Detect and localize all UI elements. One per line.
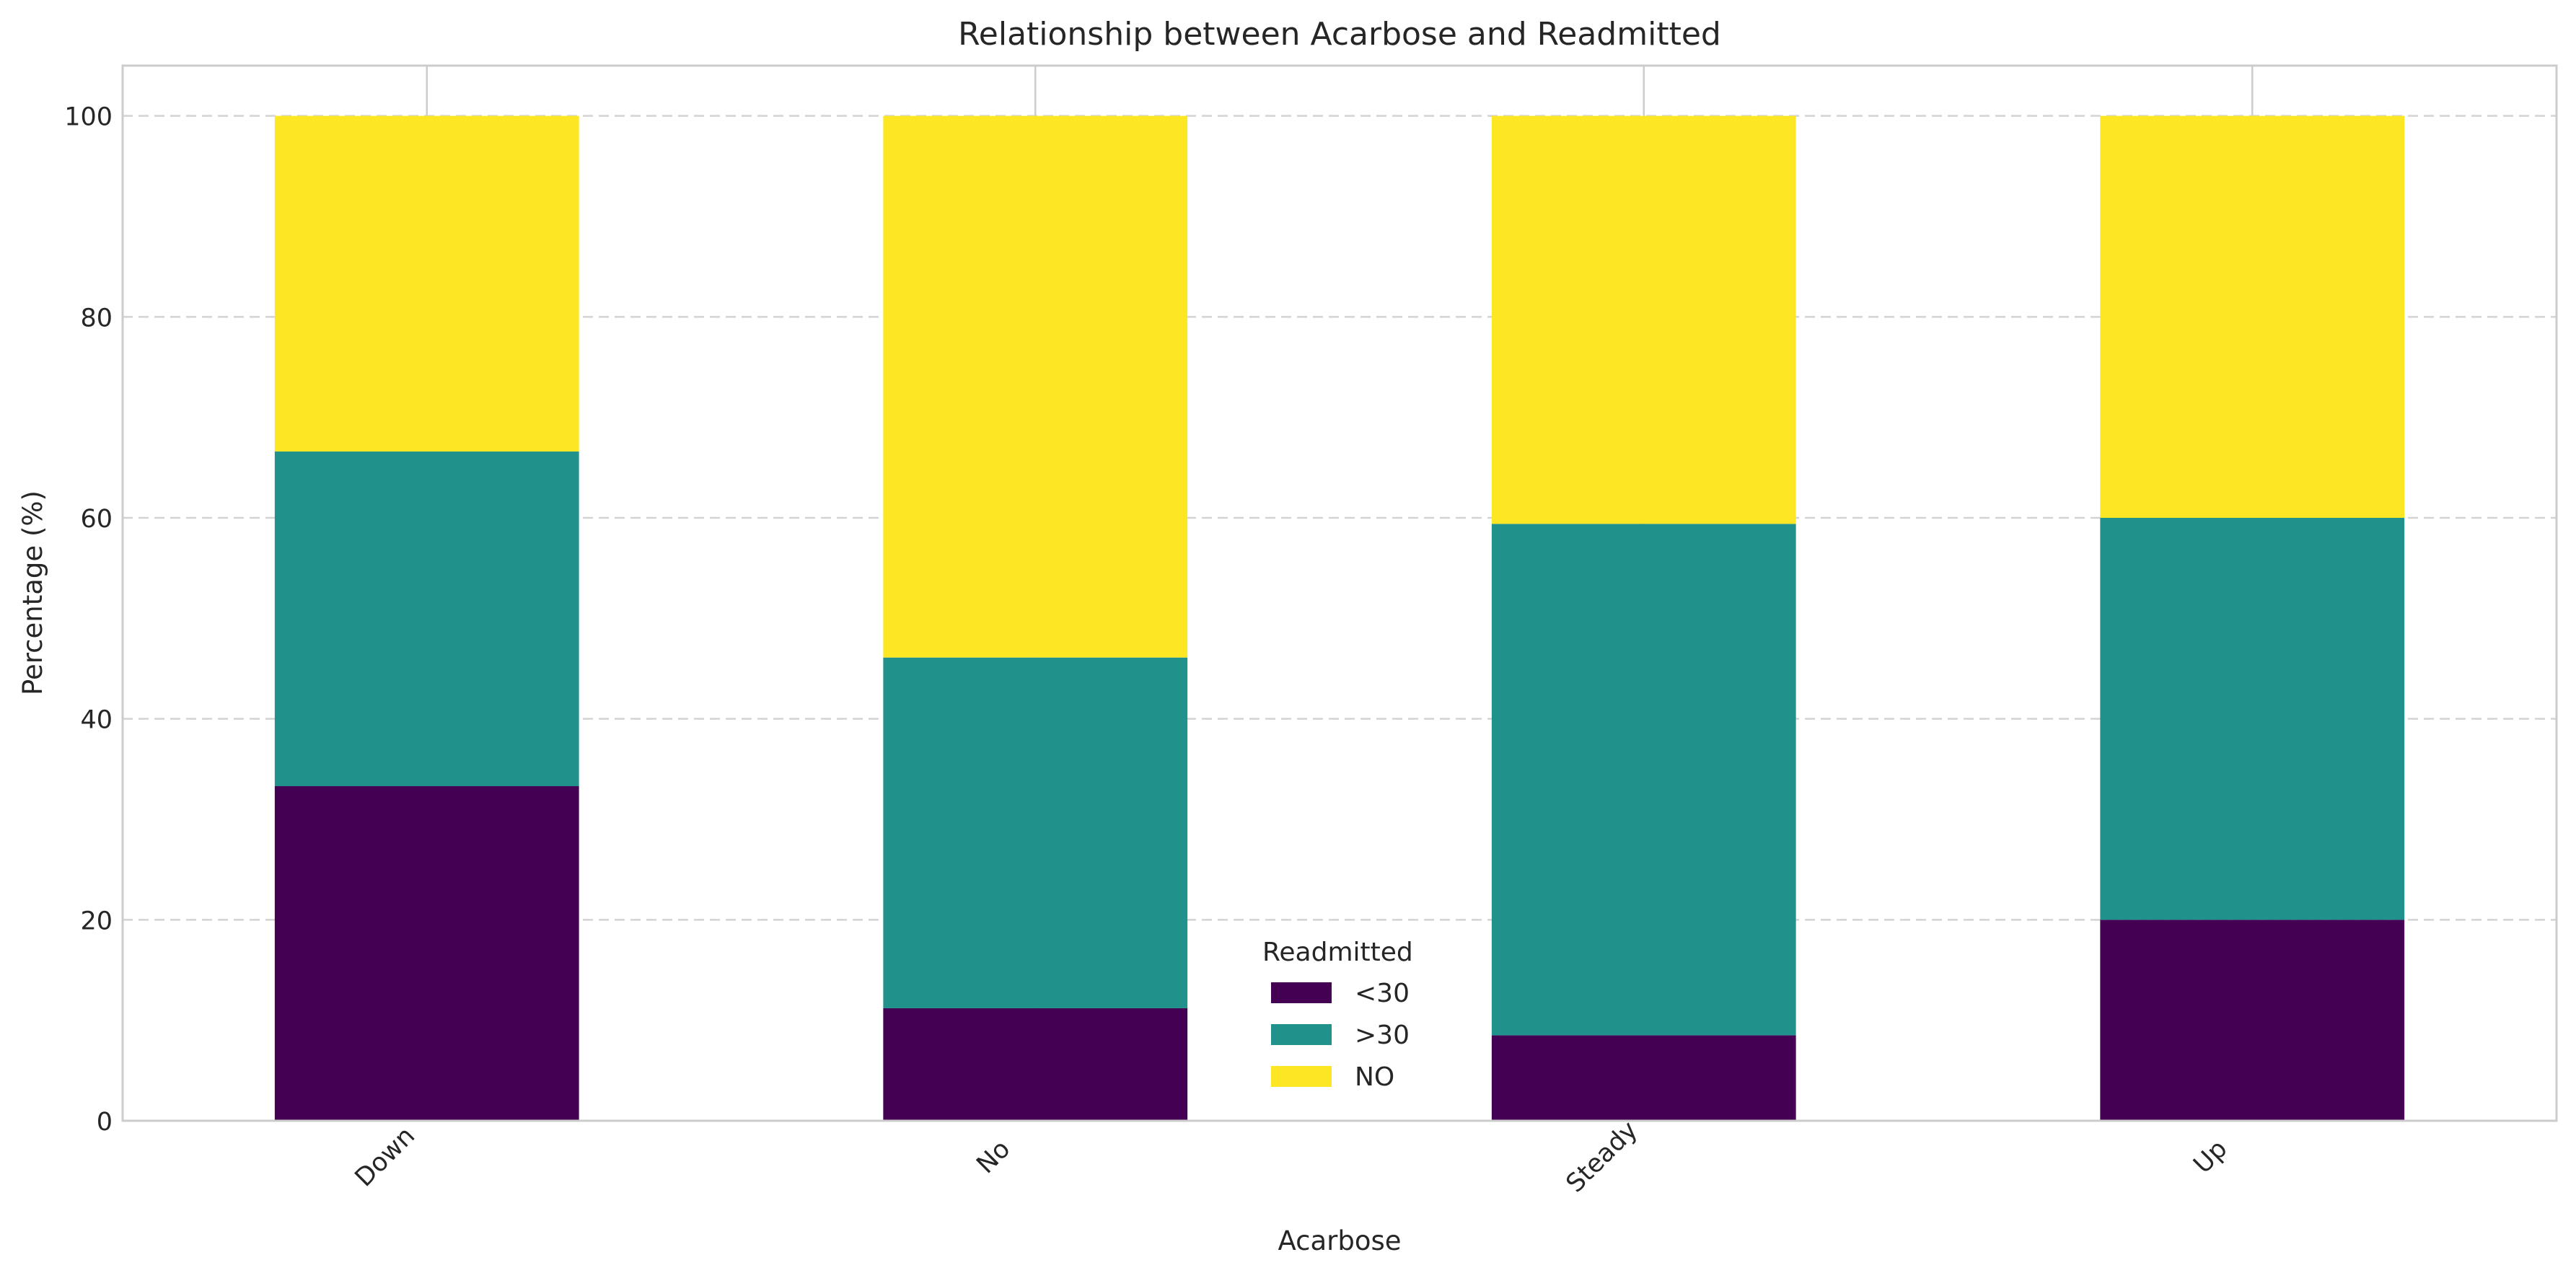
bars-layer <box>274 115 2405 1121</box>
bar-segment <box>2100 115 2405 518</box>
bar-segment <box>274 115 579 452</box>
bar-segment <box>1491 115 1796 524</box>
bar-segment <box>2100 518 2405 920</box>
legend-label: <30 <box>1355 979 1410 1008</box>
y-tick-label: 20 <box>80 907 113 935</box>
bar-segment <box>1491 524 1796 1036</box>
y-tick-label: 60 <box>80 505 113 534</box>
bar-segment <box>883 115 1188 658</box>
legend-label: >30 <box>1355 1021 1410 1050</box>
bar-segment <box>1491 1035 1796 1121</box>
legend-swatch <box>1271 982 1332 1003</box>
x-axis-label: Acarbose <box>1278 1225 1401 1256</box>
y-tick-label: 80 <box>80 304 113 332</box>
bar-segment <box>883 657 1188 1008</box>
bar-segment <box>274 451 579 787</box>
chart-title: Relationship between Acarbose and Readmi… <box>958 16 1721 53</box>
legend-label: NO <box>1355 1062 1394 1092</box>
y-tick-label: 40 <box>80 706 113 735</box>
legend-title: Readmitted <box>1262 938 1413 967</box>
y-axis-label: Percentage (%) <box>17 490 48 695</box>
bar-segment <box>883 1008 1188 1121</box>
legend-swatch <box>1271 1066 1332 1087</box>
legend-swatch <box>1271 1024 1332 1045</box>
legend: Readmitted <30 >30 NO <box>1262 938 1413 1092</box>
bar-segment <box>274 786 579 1121</box>
plot-frame <box>121 64 2558 1122</box>
y-tick-label: 0 <box>97 1108 113 1137</box>
y-tick-label: 100 <box>64 103 113 132</box>
legend-entries: <30 >30 NO <box>1271 979 1410 1092</box>
bar-segment <box>2100 920 2405 1121</box>
